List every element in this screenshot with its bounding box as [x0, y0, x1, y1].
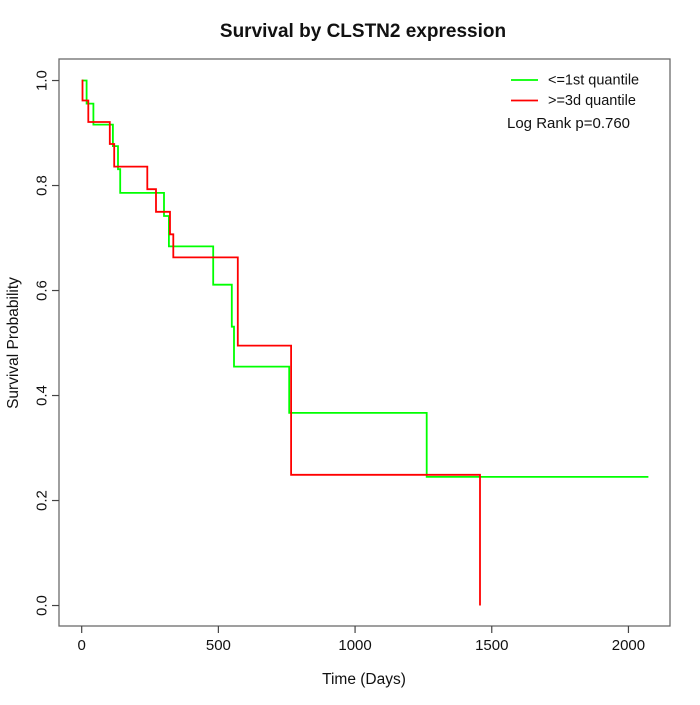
legend-item-1-label: >=3d quantile	[548, 93, 636, 109]
chart-title: Survival by CLSTN2 expression	[220, 21, 506, 42]
y-tick-label: 1.0	[34, 70, 51, 91]
km-curves	[81, 79, 649, 606]
y-axis-label: Survival Probability	[5, 277, 22, 409]
x-tick-label: 1000	[338, 637, 371, 654]
y-axis: 0.0 0.2 0.4 0.6 0.8 1.0	[34, 70, 59, 616]
legend-item-0-label: <=1st quantile	[548, 73, 639, 89]
log-rank-annotation: Log Rank p=0.760	[507, 115, 630, 132]
x-axis-label: Time (Days)	[322, 671, 406, 688]
plot-border	[58, 58, 671, 627]
y-tick-label: 0.8	[34, 175, 51, 196]
y-tick-label: 0.4	[34, 385, 51, 406]
km-curve-high-quantile	[81, 79, 481, 606]
y-tick-label: 0.6	[34, 280, 51, 301]
y-tick-label: 0.2	[34, 490, 51, 511]
x-axis: 0 500 1000 1500 2000	[78, 626, 645, 654]
legend: <=1st quantile >=3d quantile Log Rank p=…	[507, 73, 639, 133]
y-tick-label: 0.0	[34, 595, 51, 616]
x-tick-label: 0	[78, 637, 86, 654]
x-tick-label: 500	[206, 637, 231, 654]
x-tick-label: 1500	[475, 637, 508, 654]
x-tick-label: 2000	[612, 637, 645, 654]
km-curve-low-quantile	[81, 79, 649, 478]
